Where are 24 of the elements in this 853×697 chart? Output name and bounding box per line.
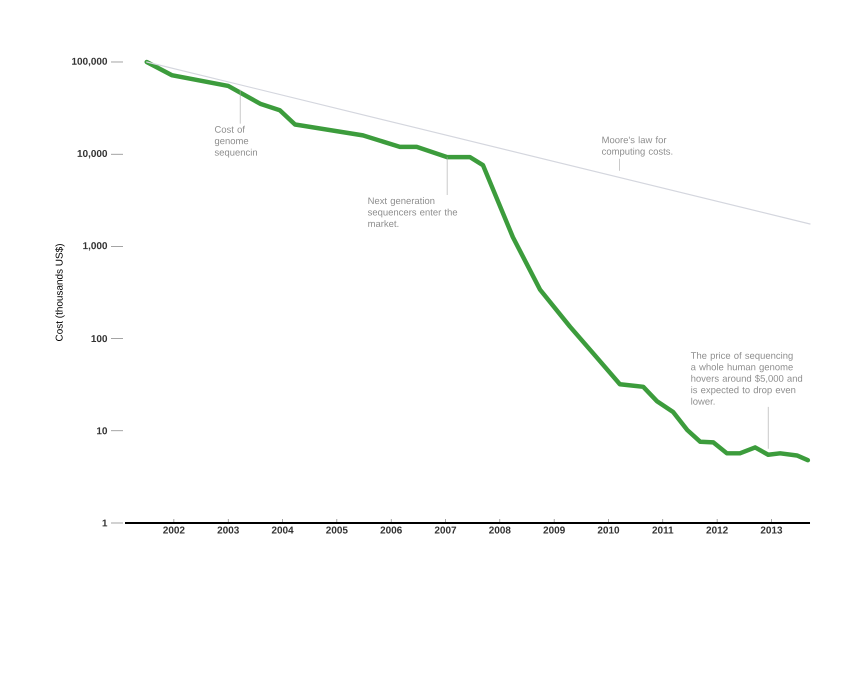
x-tick-label: 2004 (272, 526, 294, 534)
x-tick-label: 2008 (489, 526, 511, 534)
y-tick-label: 1 (102, 520, 108, 526)
y-tick-label: 100 (91, 335, 108, 342)
annotation: The price of sequencing a whole human genome hovers around $5,000 and is expected to drop even lower. (690, 352, 802, 405)
y-axis-title: Cost (thousands US$) (55, 244, 65, 341)
x-tick-label: 2005 (326, 526, 348, 534)
x-tick-label: 2002 (163, 526, 185, 534)
annotation: Cost of genome sequencin (214, 126, 257, 158)
x-tick-label: 2007 (434, 526, 456, 534)
line-series (144, 60, 810, 462)
x-tick-label: 2010 (598, 526, 620, 534)
x-tick-label: 2012 (706, 526, 728, 534)
y-tick-label: 100,000 (72, 58, 108, 66)
y-tick-label: 1,000 (83, 242, 108, 251)
annotation: Moore's law for computing costs. (602, 136, 672, 157)
annotation: Next generation sequencers enter the market. (368, 197, 458, 228)
x-tick-label: 2006 (380, 526, 402, 534)
y-tick-label: 10 (97, 427, 108, 434)
x-tick-label: 2003 (217, 526, 239, 534)
y-tick-label: 10,000 (78, 150, 108, 158)
x-tick-label: 2013 (760, 526, 782, 534)
x-tick-label: 2009 (543, 526, 565, 534)
x-tick-label: 2011 (652, 526, 674, 534)
